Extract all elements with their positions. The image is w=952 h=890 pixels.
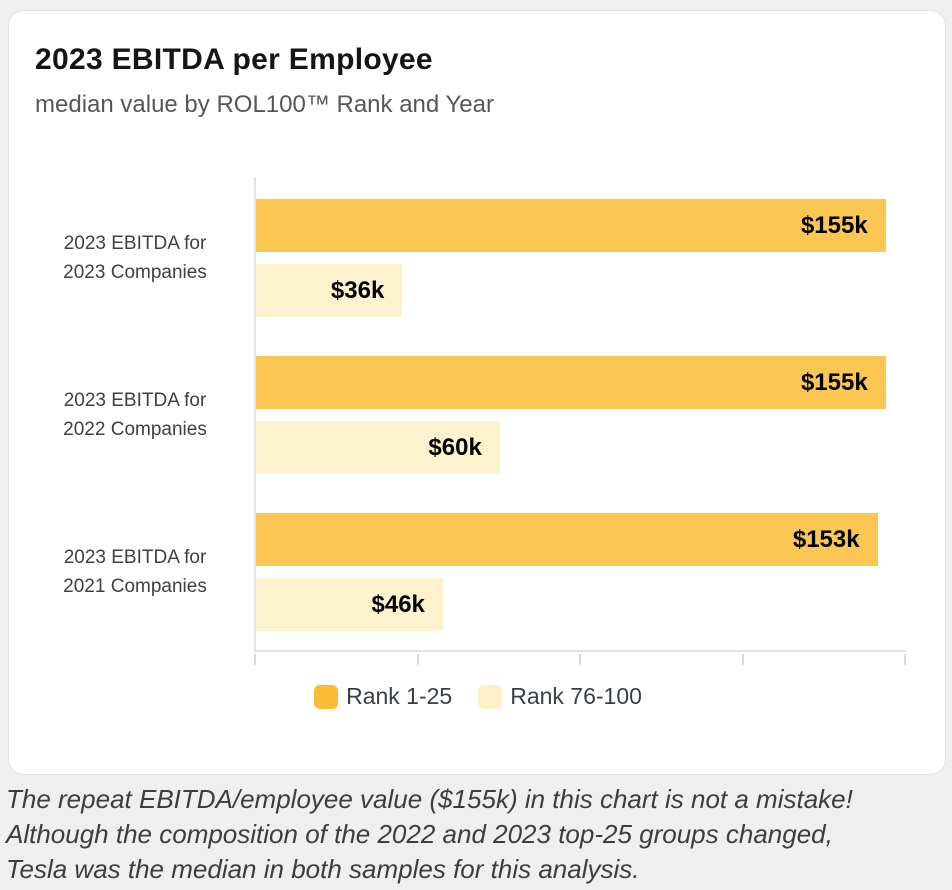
legend-label: Rank 76-100 xyxy=(510,683,642,709)
x-axis-tick xyxy=(416,654,419,665)
bar-group: 2023 EBITDA for 2021 Companies $153k $46k xyxy=(9,513,947,631)
category-label-line: 2023 Companies xyxy=(63,262,207,283)
legend-item-rank-1-25: Rank 1-25 xyxy=(314,683,452,710)
x-axis-tick xyxy=(904,654,906,665)
footnote-line: Although the composition of the 2022 and… xyxy=(6,819,833,849)
bar-group: 2023 EBITDA for 2022 Companies $155k $60k xyxy=(9,356,947,474)
category-label-line: 2023 EBITDA for xyxy=(63,390,207,411)
legend-swatch-rank-76-100 xyxy=(478,684,503,709)
legend-item-rank-76-100: Rank 76-100 xyxy=(478,683,642,710)
bar-value-label: $46k xyxy=(371,590,425,618)
chart-title: 2023 EBITDA per Employee xyxy=(35,43,433,76)
footnote-line: Tesla was the median in both samples for… xyxy=(6,854,640,884)
legend: Rank 1-25 Rank 76-100 xyxy=(9,683,947,710)
bar-rank-1-25: $155k xyxy=(256,199,886,252)
footnote-line: The repeat EBITDA/employee value ($155k)… xyxy=(6,784,853,814)
bar-rank-76-100: $36k xyxy=(256,264,403,317)
category-label-line: 2022 Companies xyxy=(63,419,207,440)
legend-swatch-rank-1-25 xyxy=(314,684,339,709)
bar-value-label: $153k xyxy=(792,525,860,553)
y-axis-line xyxy=(254,177,256,652)
footnote: The repeat EBITDA/employee value ($155k)… xyxy=(6,782,946,887)
chart-subtitle: median value by ROL100™ Rank and Year xyxy=(35,91,494,118)
x-axis-tick xyxy=(579,654,581,665)
bar-value-label: $36k xyxy=(330,276,385,304)
bar-rank-76-100: $46k xyxy=(256,578,443,631)
category-label: 2023 EBITDA for 2021 Companies xyxy=(27,543,243,601)
x-axis-tick xyxy=(254,654,256,665)
bar-rank-76-100: $60k xyxy=(256,421,500,474)
x-axis-line xyxy=(254,650,906,652)
bar-rank-1-25: $153k xyxy=(256,513,878,566)
bar-value-label: $60k xyxy=(428,433,482,461)
bar-value-label: $155k xyxy=(800,211,868,239)
category-label-line: 2021 Companies xyxy=(63,576,207,597)
category-label: 2023 EBITDA for 2023 Companies xyxy=(27,229,243,287)
bar-rank-1-25: $155k xyxy=(256,356,886,409)
category-label-line: 2023 EBITDA for xyxy=(63,547,207,568)
chart-card: 2023 EBITDA per Employee median value by… xyxy=(8,10,946,775)
bar-chart: 2023 EBITDA for 2023 Companies $155k $36k 20… xyxy=(9,177,947,673)
bar-group: 2023 EBITDA for 2023 Companies $155k $36k xyxy=(9,199,947,317)
legend-label: Rank 1-25 xyxy=(346,683,453,709)
x-axis-tick xyxy=(741,654,744,665)
category-label: 2023 EBITDA for 2022 Companies xyxy=(27,386,243,444)
bar-value-label: $155k xyxy=(800,368,868,396)
category-label-line: 2023 EBITDA for xyxy=(63,233,207,254)
